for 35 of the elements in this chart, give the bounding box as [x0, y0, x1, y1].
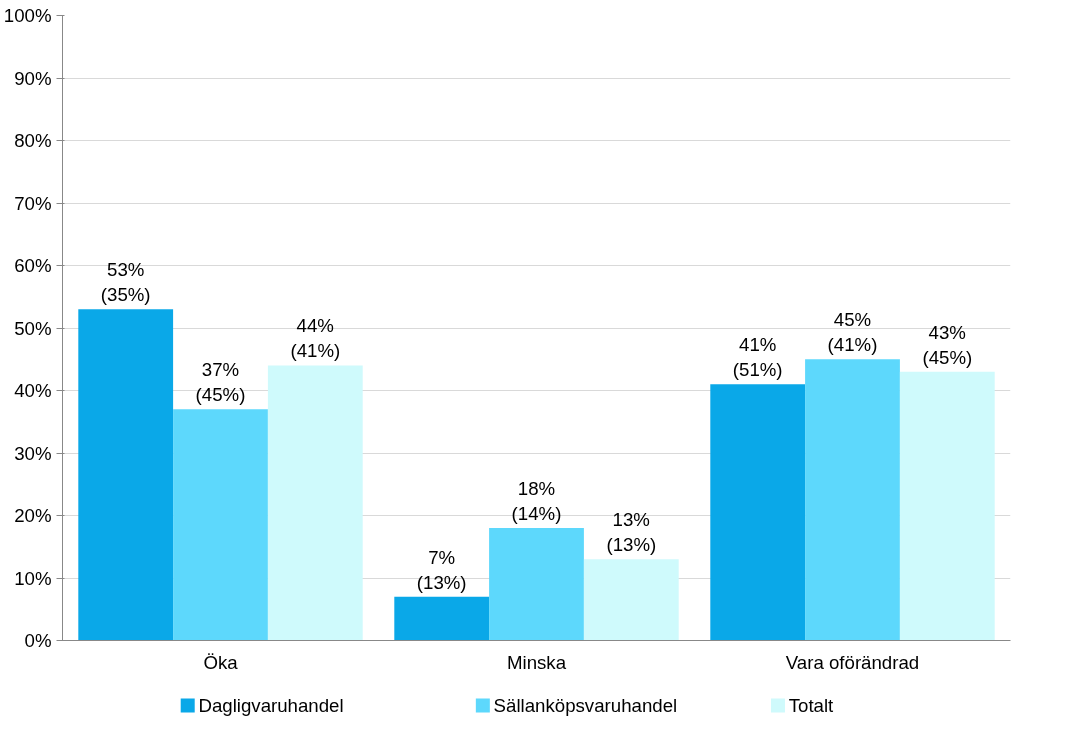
- bar: [394, 596, 490, 641]
- x-tick-label: Minska: [506, 651, 567, 673]
- bar: [899, 371, 995, 641]
- y-tick-label: 60%: [14, 255, 52, 276]
- data-label: 37% (45%): [195, 359, 246, 406]
- x-tick-label: Vara oförändrad: [785, 651, 920, 673]
- data-label: 43% (45%): [922, 321, 973, 368]
- y-tick-label: 100%: [3, 5, 52, 26]
- bar: [805, 359, 900, 641]
- y-tick-label: 70%: [14, 192, 52, 214]
- y-tick-label: 50%: [14, 317, 52, 339]
- bar: [78, 309, 174, 641]
- y-tick-label: 40%: [14, 380, 52, 401]
- bar: [489, 528, 584, 641]
- y-tick-label: 20%: [14, 505, 52, 526]
- y-tick-label: 30%: [14, 442, 52, 464]
- data-label: 18% (14%): [511, 477, 562, 524]
- data-label: 13% (13%): [606, 509, 657, 556]
- data-label: 53% (35%): [100, 259, 151, 306]
- y-tick-label: 10%: [14, 567, 52, 589]
- x-tick-label: Öka: [203, 651, 239, 673]
- bar: [583, 559, 679, 641]
- data-label: 44% (41%): [290, 315, 341, 362]
- data-label: 41% (51%): [732, 334, 783, 381]
- bar: [710, 384, 806, 641]
- y-tick-label: 80%: [14, 130, 52, 151]
- legend-label: Dagligvaruhandel: [198, 695, 344, 716]
- legend-label: Sällanköpsvaruhandel: [493, 695, 678, 716]
- bar: [267, 365, 363, 641]
- legend-label: Totalt: [788, 695, 835, 716]
- y-tick-label: 90%: [14, 67, 52, 89]
- bar: [173, 409, 268, 641]
- y-tick-label: 0%: [24, 630, 52, 651]
- data-label: 7% (13%): [416, 546, 467, 593]
- data-label: 45% (41%): [827, 309, 878, 356]
